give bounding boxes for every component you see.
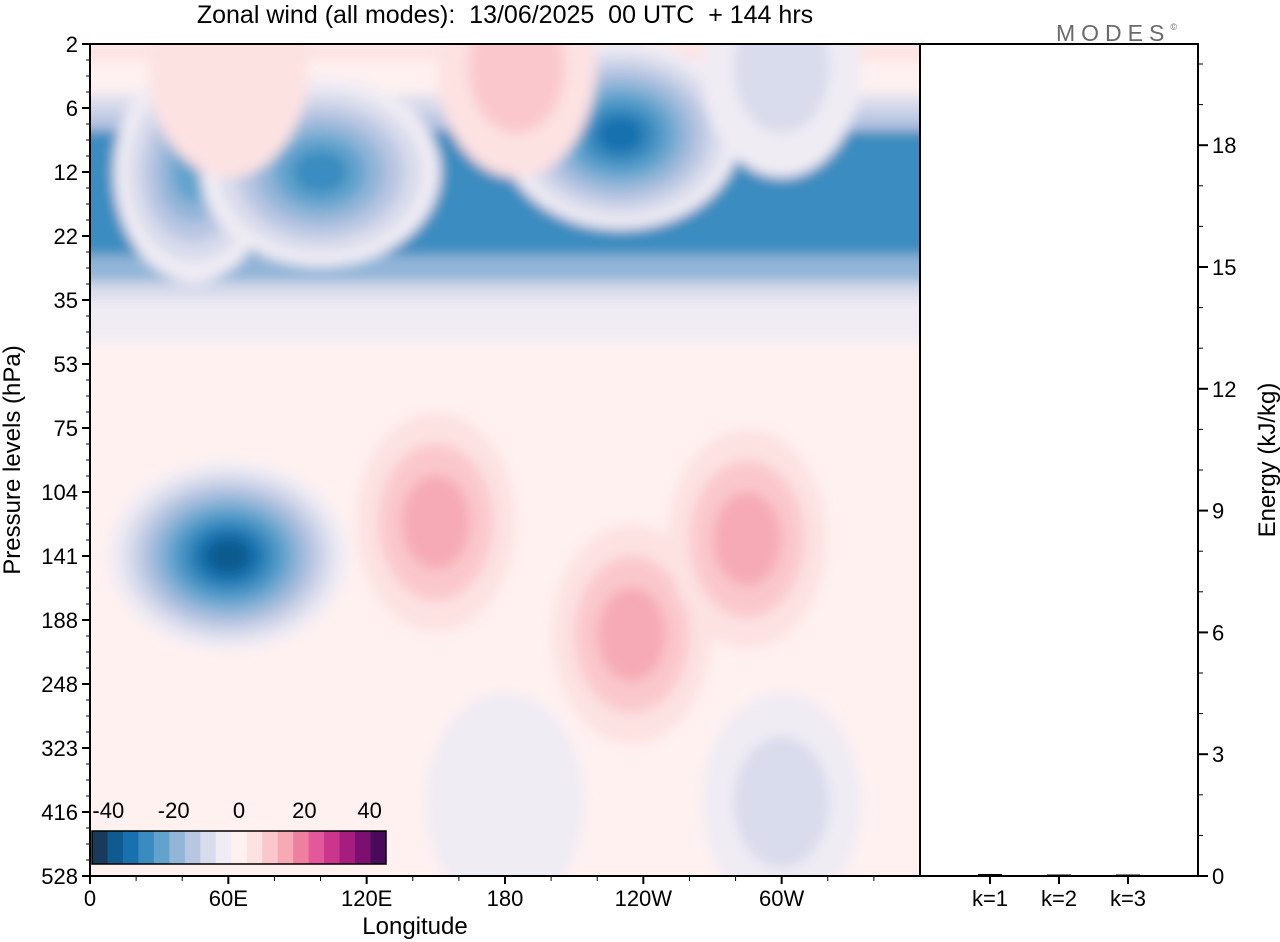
- y-tick-label: 416: [41, 800, 78, 825]
- field-band: [90, 300, 920, 318]
- x-tick-label: 180: [487, 886, 524, 911]
- colorbar-swatch: [92, 831, 108, 864]
- colorbar-swatch: [169, 831, 186, 864]
- x-tick-label: 60E: [209, 886, 248, 911]
- modes-logo: MODES©: [1056, 20, 1177, 47]
- energy-bar: [1116, 874, 1140, 876]
- energy-axis-title: Energy (kJ/kg): [1254, 383, 1280, 538]
- x-tick-label: 60W: [759, 886, 804, 911]
- colorbar-swatch: [200, 831, 217, 864]
- energy-tick-label: 3: [1212, 742, 1224, 767]
- y-axis-title: Pressure levels (hPa): [0, 345, 26, 574]
- colorbar-swatch: [184, 831, 201, 864]
- colorbar-swatch: [324, 831, 341, 864]
- y-tick-label: 53: [54, 352, 78, 377]
- energy-category-label: k=1: [972, 886, 1008, 911]
- field-band: [90, 318, 920, 342]
- colorbar-swatch: [246, 831, 263, 864]
- energy-bar: [1047, 874, 1071, 876]
- energy-tick-label: 15: [1212, 255, 1236, 280]
- energy-tick-label: 18: [1212, 133, 1236, 158]
- x-axis-title: Longitude: [362, 913, 467, 940]
- heatmap-field: [90, 44, 920, 876]
- y-tick-label: 6: [66, 96, 78, 121]
- energy-bars: [978, 873, 1140, 876]
- colorbar-label: -40: [92, 798, 124, 823]
- colorbar-swatch: [370, 831, 387, 864]
- colorbar-swatch: [153, 831, 170, 864]
- y-tick-label: 188: [41, 608, 78, 633]
- colorbar-swatch: [308, 831, 325, 864]
- colorbar-swatch: [138, 831, 155, 864]
- y-tick-label: 2: [66, 32, 78, 57]
- energy-bar: [978, 873, 1002, 876]
- y-tick-label: 104: [41, 480, 78, 505]
- energy-tick-label: 6: [1212, 620, 1224, 645]
- heatmap-feature: [667, 428, 828, 649]
- y-tick-label: 22: [54, 224, 78, 249]
- colorbar-swatch: [277, 831, 294, 864]
- colorbar-label: 0: [233, 798, 245, 823]
- colorbar-label: 20: [292, 798, 316, 823]
- y-tick-label: 528: [41, 864, 78, 889]
- chart-title: Zonal wind (all modes): 13/06/2025 00 UT…: [196, 1, 814, 29]
- colorbar-swatch: [262, 831, 279, 864]
- x-tick-label: 0: [84, 886, 96, 911]
- colorbar-swatch: [215, 831, 232, 864]
- colorbar-label: 40: [357, 798, 381, 823]
- heatmap-feature: [701, 44, 862, 178]
- y-tick-label: 141: [41, 544, 78, 569]
- energy-tick-label: 0: [1212, 864, 1224, 889]
- energy-tick-label: 12: [1212, 377, 1236, 402]
- y-tick-label: 12: [54, 160, 78, 185]
- heatmap-feature: [148, 44, 309, 178]
- y-tick-label: 75: [54, 416, 78, 441]
- x-tick-label: 120E: [341, 886, 392, 911]
- energy-category-label: k=2: [1041, 886, 1077, 911]
- heatmap-feature: [551, 524, 712, 745]
- y-tick-label: 323: [41, 736, 78, 761]
- y-tick-label: 35: [54, 288, 78, 313]
- colorbar-swatch: [339, 831, 356, 864]
- heatmap-feature: [701, 692, 862, 876]
- colorbar-swatch: [355, 831, 372, 864]
- brand-mark: ©: [1170, 22, 1177, 32]
- y-tick-label: 248: [41, 672, 78, 697]
- energy-panel-frame: [919, 43, 1199, 877]
- energy-category-label: k=3: [1110, 886, 1146, 911]
- heatmap-feature: [436, 44, 597, 178]
- colorbar-swatch: [231, 831, 248, 864]
- colorbar: -40 -20 0 20 40: [91, 798, 387, 865]
- colorbar-swatch: [122, 831, 139, 864]
- heatmap-feature: [355, 412, 516, 633]
- colorbar-label: -20: [158, 798, 190, 823]
- field-band: [90, 282, 920, 300]
- colorbar-swatch: [293, 831, 310, 864]
- energy-tick-label: 9: [1212, 499, 1224, 524]
- energy-axes: 0 3 6 9 12 15 18 Energy (kJ/kg) k=1 k=2 k=3: [972, 63, 1280, 911]
- heatmap-feature: [425, 692, 585, 876]
- colorbar-swatch: [107, 831, 124, 864]
- brand-text: MODES: [1056, 20, 1171, 46]
- heatmap-feature: [108, 461, 349, 651]
- x-tick-label: 120W: [615, 886, 673, 911]
